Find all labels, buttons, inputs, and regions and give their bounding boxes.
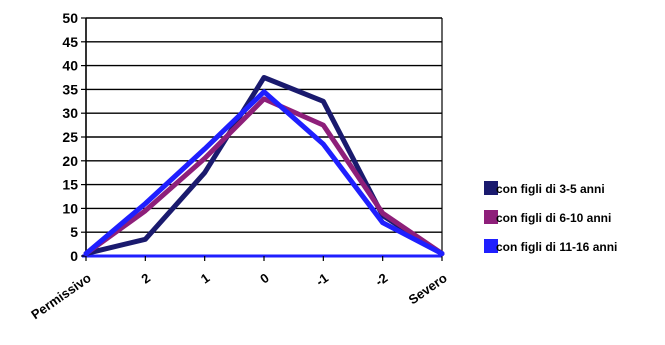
x-tick-label: 1 xyxy=(198,270,213,286)
x-tick-label: -2 xyxy=(372,270,390,289)
y-tick-label: 50 xyxy=(62,10,78,26)
y-tick-label: 0 xyxy=(70,248,78,264)
legend-label-1: con figli di 3-5 anni xyxy=(496,182,605,196)
y-tick-labels: 0 5 10 15 20 25 30 35 40 45 50 xyxy=(62,10,78,264)
y-tick-label: 25 xyxy=(62,129,78,145)
y-tick-label: 35 xyxy=(62,81,78,97)
series-lines xyxy=(86,78,442,254)
x-tick-label: 0 xyxy=(257,270,272,286)
x-tick-labels: Permissivo 2 1 0 -1 -2 Severo xyxy=(28,270,449,322)
y-tick-label: 20 xyxy=(62,153,78,169)
y-tick-label: 45 xyxy=(62,34,78,50)
series-line-3 xyxy=(86,92,442,254)
legend-label-2: con figli di 6-10 anni xyxy=(496,211,611,225)
y-tick-label: 30 xyxy=(62,105,78,121)
y-tick-label: 10 xyxy=(62,200,78,216)
y-tick-label: 5 xyxy=(70,224,78,240)
x-tick-label: 2 xyxy=(139,270,154,286)
legend: con figli di 3-5 anni con figli di 6-10 a… xyxy=(484,181,617,254)
y-tick-label: 40 xyxy=(62,58,78,74)
x-tick-label: Severo xyxy=(406,270,450,307)
x-tick-label: -1 xyxy=(313,270,331,289)
y-tick-label: 15 xyxy=(62,177,78,193)
x-tick-label: Permissivo xyxy=(28,270,93,322)
grid-lines xyxy=(86,18,442,232)
legend-label-3: con figli di 11-16 anni xyxy=(496,240,617,254)
series-line-2 xyxy=(86,99,442,254)
